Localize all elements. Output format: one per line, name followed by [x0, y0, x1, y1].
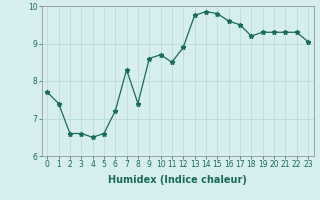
- X-axis label: Humidex (Indice chaleur): Humidex (Indice chaleur): [108, 175, 247, 185]
